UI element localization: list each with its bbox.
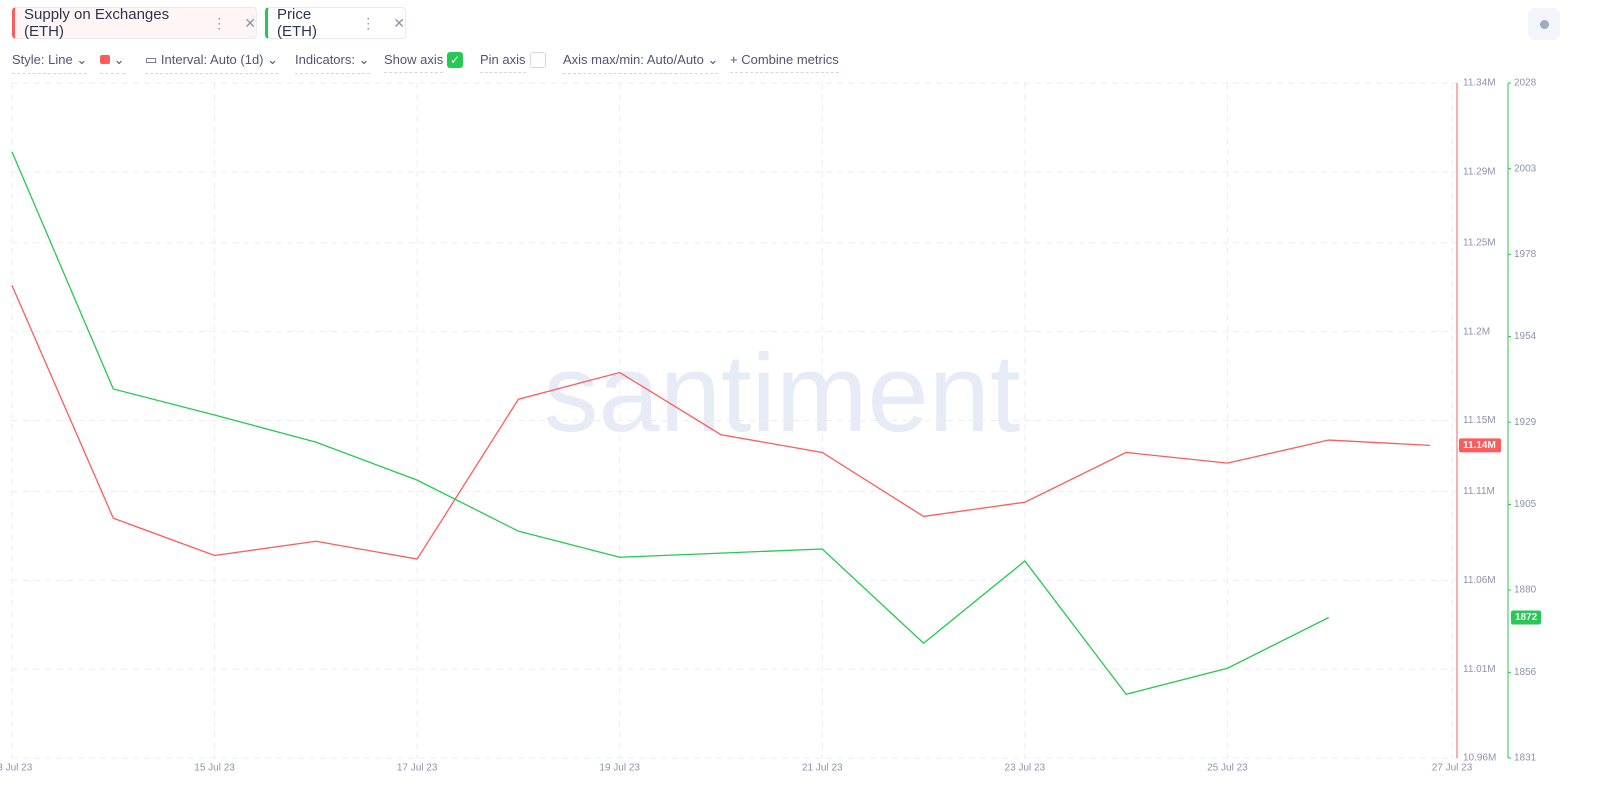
x-tick-label: 27 Jul 23 bbox=[1432, 763, 1473, 774]
x-tick-label: 21 Jul 23 bbox=[802, 763, 843, 774]
label: Style: Line bbox=[12, 52, 73, 67]
x-tick-label: 15 Jul 23 bbox=[194, 763, 235, 774]
label: Interval: Auto (1d) bbox=[160, 52, 264, 67]
y-tick-label: 11.29M bbox=[1463, 166, 1496, 177]
menu-icon[interactable]: ⋮ bbox=[212, 14, 227, 31]
indicators-select[interactable]: Indicators: ⌄ bbox=[295, 52, 370, 74]
axis-maxmin[interactable]: Axis max/min: Auto/Auto ⌄ bbox=[563, 52, 719, 74]
style-select[interactable]: Style: Line ⌄ bbox=[12, 52, 88, 74]
pin-axis[interactable]: Pin axis bbox=[480, 52, 526, 73]
last-value-label: 11.14M bbox=[1463, 440, 1496, 451]
y-tick-label: 11.06M bbox=[1463, 575, 1496, 586]
y2-tick-label: 1929 bbox=[1514, 417, 1537, 428]
y2-tick-label: 1856 bbox=[1514, 667, 1537, 678]
label: Axis max/min: Auto/Auto bbox=[563, 52, 704, 67]
tab-label: Supply on Exchanges (ETH) bbox=[24, 6, 170, 40]
show-axis[interactable]: Show axis bbox=[384, 52, 444, 73]
y2-tick-label: 1831 bbox=[1514, 753, 1537, 764]
y2-tick-label: 1978 bbox=[1514, 249, 1537, 260]
series-line bbox=[11, 285, 1431, 560]
close-icon[interactable]: ✕ bbox=[244, 14, 256, 31]
label: Indicators: bbox=[295, 52, 355, 67]
settings-button[interactable] bbox=[1528, 8, 1560, 40]
x-tick-label: 25 Jul 23 bbox=[1207, 763, 1248, 774]
metric-tab[interactable]: Supply on Exchanges (ETH) ⋮ ✕ bbox=[12, 6, 257, 40]
series-line bbox=[11, 151, 1330, 696]
last-value-label: 1872 bbox=[1515, 612, 1538, 623]
swatch bbox=[100, 55, 110, 64]
y-tick-label: 11.01M bbox=[1463, 664, 1496, 675]
combine-metrics[interactable]: + Combine metrics bbox=[730, 52, 839, 73]
y2-tick-label: 1905 bbox=[1514, 499, 1537, 510]
checkbox-checked[interactable]: ✓ bbox=[447, 52, 463, 68]
y-tick-label: 11.15M bbox=[1463, 415, 1496, 426]
label: Pin axis bbox=[480, 52, 526, 67]
color-select[interactable]: ⌄ bbox=[100, 52, 125, 74]
x-tick-label: 17 Jul 23 bbox=[397, 763, 438, 774]
y-tick-label: 11.25M bbox=[1463, 238, 1496, 249]
interval-select[interactable]: ▭ Interval: Auto (1d) ⌄ bbox=[145, 52, 279, 74]
label: Show axis bbox=[384, 52, 444, 67]
y-tick-label: 10.96M bbox=[1463, 753, 1496, 764]
last-value-box bbox=[1459, 438, 1501, 453]
y2-tick-label: 1880 bbox=[1514, 585, 1537, 596]
y-tick-label: 11.34M bbox=[1463, 78, 1496, 89]
checkbox[interactable] bbox=[530, 52, 546, 68]
dot-icon bbox=[1540, 20, 1549, 29]
x-tick-label: 19 Jul 23 bbox=[599, 763, 640, 774]
y-tick-label: 11.11M bbox=[1463, 486, 1495, 497]
x-tick-label: 23 Jul 23 bbox=[1005, 763, 1046, 774]
x-tick-label: 13 Jul 23 bbox=[0, 763, 33, 774]
last-value-box bbox=[1511, 610, 1541, 625]
y-tick-label: 11.2M bbox=[1463, 326, 1490, 337]
y2-tick-label: 2028 bbox=[1514, 78, 1537, 89]
tab-label: Price (ETH) bbox=[277, 6, 317, 40]
y2-tick-label: 1954 bbox=[1514, 331, 1537, 342]
metric-tab[interactable]: Price (ETH) ⋮ ✕ bbox=[265, 6, 406, 40]
menu-icon[interactable]: ⋮ bbox=[361, 14, 376, 31]
watermark: santiment bbox=[544, 332, 1021, 455]
label: Combine metrics bbox=[741, 52, 839, 67]
close-icon[interactable]: ✕ bbox=[393, 14, 405, 31]
y2-tick-label: 2003 bbox=[1514, 163, 1537, 174]
